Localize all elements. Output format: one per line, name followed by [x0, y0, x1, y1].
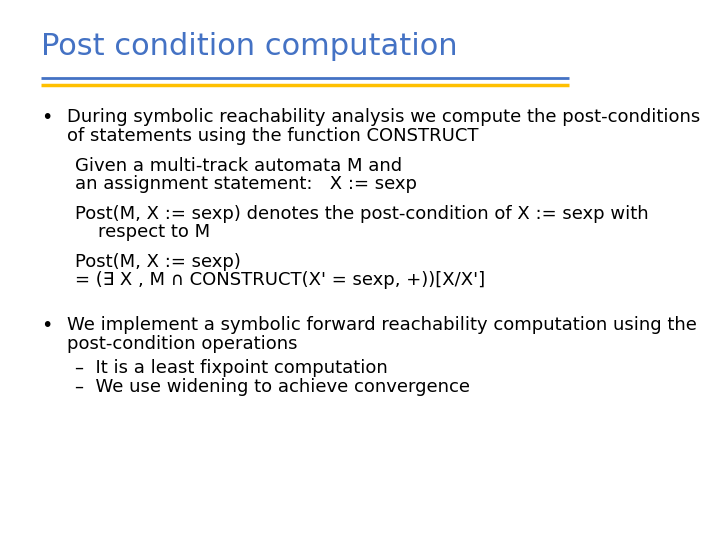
- Text: •: •: [40, 316, 52, 335]
- Text: an assignment statement:   X := sexp: an assignment statement: X := sexp: [76, 175, 418, 193]
- Text: post-condition operations: post-condition operations: [67, 335, 297, 353]
- Text: During symbolic reachability analysis we compute the post-conditions: During symbolic reachability analysis we…: [67, 108, 700, 126]
- Text: Given a multi-track automata M and: Given a multi-track automata M and: [76, 157, 402, 174]
- Text: –  It is a least fixpoint computation: – It is a least fixpoint computation: [76, 359, 388, 377]
- Text: Post(M, X := sexp): Post(M, X := sexp): [76, 253, 241, 271]
- Text: of statements using the function CONSTRUCT: of statements using the function CONSTRU…: [67, 127, 478, 145]
- Text: respect to M: respect to M: [76, 223, 211, 241]
- Text: •: •: [40, 108, 52, 127]
- Text: –  We use widening to achieve convergence: – We use widening to achieve convergence: [76, 378, 470, 396]
- Text: = (∃ X , M ∩ CONSTRUCT(X' = sexp, +))[X/X']: = (∃ X , M ∩ CONSTRUCT(X' = sexp, +))[X/…: [76, 271, 485, 289]
- Text: Post condition computation: Post condition computation: [40, 32, 457, 62]
- Text: Post(M, X := sexp) denotes the post-condition of X := sexp with: Post(M, X := sexp) denotes the post-cond…: [76, 205, 649, 222]
- Text: We implement a symbolic forward reachability computation using the: We implement a symbolic forward reachabi…: [67, 316, 697, 334]
